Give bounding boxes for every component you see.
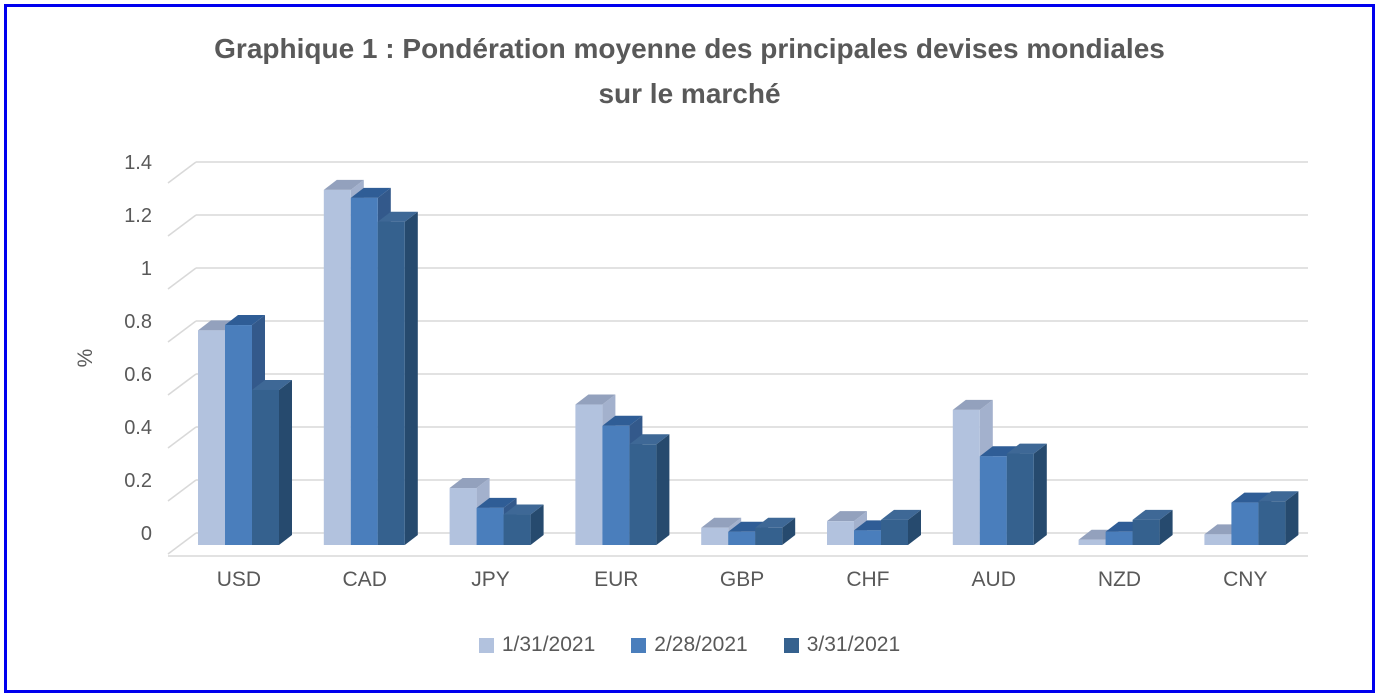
x-category-label-CNY: CNY	[1223, 568, 1267, 591]
bar-CNY-3/31/2021	[1258, 501, 1286, 545]
bar-side-CNY-s3	[1285, 491, 1299, 545]
bar-JPY-1/31/2021	[449, 488, 477, 545]
bar-top-USD-s2	[225, 315, 265, 326]
bar-CAD-1/31/2021	[323, 189, 351, 545]
y-tick-label: 1.2	[124, 205, 152, 227]
bar-CNY-2/28/2021	[1231, 502, 1259, 545]
gridline-depth-tick	[167, 214, 197, 237]
bar-side-CAD-s3	[404, 211, 418, 545]
bar-USD-3/31/2021	[252, 389, 279, 545]
x-category-label-NZD: NZD	[1098, 568, 1141, 591]
y-tick-label: 0.6	[124, 364, 152, 386]
gridline-depth-tick	[167, 532, 197, 555]
bar-AUD-2/28/2021	[979, 456, 1007, 545]
bar-GBP-2/28/2021	[728, 531, 756, 545]
bar-top-CAD-s2	[350, 187, 391, 198]
bar-GBP-1/31/2021	[701, 527, 729, 545]
bar-side-CHF-s3	[908, 509, 921, 545]
legend-item-2/28/2021: 2/28/2021	[631, 633, 748, 657]
gridline-depth-tick	[167, 320, 197, 343]
y-tick-label: 1	[141, 258, 152, 280]
bar-GBP-3/31/2021	[755, 527, 783, 545]
bar-CNY-1/31/2021	[1204, 534, 1232, 545]
bar-side-JPY-s3	[530, 504, 544, 545]
bar-JPY-3/31/2021	[503, 514, 531, 545]
gridline-depth-tick	[167, 426, 197, 449]
y-tick-label: 0.8	[124, 311, 152, 333]
legend-swatch-icon	[631, 637, 647, 653]
bar-EUR-3/31/2021	[629, 444, 657, 545]
bar-NZD-1/31/2021	[1078, 539, 1106, 545]
x-category-label-CHF: CHF	[846, 568, 889, 591]
x-category-label-EUR: EUR	[594, 568, 638, 591]
y-tick-label: 0.2	[124, 470, 152, 492]
x-category-label-GBP: GBP	[720, 568, 764, 591]
bar-NZD-2/28/2021	[1105, 531, 1133, 545]
bar-side-EUR-s3	[656, 434, 670, 545]
bar-CHF-2/28/2021	[854, 530, 881, 545]
bar-side-GBP-s3	[782, 517, 796, 545]
bar-top-CHF-s3	[881, 509, 921, 520]
bar-EUR-1/31/2021	[575, 404, 603, 545]
legend-item-3/31/2021: 3/31/2021	[783, 633, 901, 657]
bar-NZD-3/31/2021	[1132, 519, 1160, 545]
bar-AUD-3/31/2021	[1006, 453, 1034, 545]
legend-label: 2/28/2021	[654, 633, 748, 656]
legend-label: 3/31/2021	[806, 633, 901, 656]
bar-top-CHF-s1	[827, 511, 867, 522]
bar-top-CAD-s3	[377, 211, 418, 222]
chart-legend: 1/31/2021 2/28/2021 3/31/2021	[0, 629, 1379, 661]
bar-top-NZD-s3	[1132, 509, 1173, 520]
bar-top-USD-s3	[252, 379, 292, 390]
chart-title: Graphique 1 : Pondération moyenne des pr…	[0, 26, 1379, 116]
bar-CHF-3/31/2021	[881, 519, 908, 545]
gridline-depth-tick	[167, 267, 197, 290]
chart-title-line2: sur le marché	[598, 78, 781, 109]
bar-top-AUD-s1	[952, 399, 993, 410]
bar-side-USD-s3	[279, 379, 292, 545]
legend-swatch-icon	[783, 637, 799, 653]
legend-label: 1/31/2021	[501, 633, 596, 656]
bar-top-JPY-s1	[449, 478, 490, 489]
y-tick-label: 0	[141, 523, 152, 545]
gridline-depth-tick	[167, 373, 197, 396]
bar-top-CNY-s3	[1258, 491, 1299, 502]
bar-top-GBP-s3	[755, 517, 796, 528]
bar-top-JPY-s3	[503, 504, 544, 515]
bar-top-CAD-s1	[323, 179, 364, 190]
bar-side-AUD-s3	[1033, 443, 1047, 545]
bar-top-EUR-s2	[602, 415, 643, 426]
legend-swatch-icon	[478, 637, 494, 653]
bar-CAD-2/28/2021	[350, 197, 378, 545]
bar-top-GBP-s1	[701, 517, 742, 528]
chart-title-line1: Graphique 1 : Pondération moyenne des pr…	[214, 33, 1165, 64]
bar-CHF-1/31/2021	[827, 521, 854, 545]
bar-JPY-2/28/2021	[476, 507, 504, 545]
gridline-depth-tick	[167, 161, 197, 184]
y-tick-label: 1.4	[124, 152, 152, 174]
legend-item-1/31/2021: 1/31/2021	[478, 633, 596, 657]
bar-USD-1/31/2021	[198, 330, 225, 545]
y-tick-label: 0.4	[124, 417, 152, 439]
bar-side-NZD-s3	[1159, 509, 1173, 545]
x-category-label-AUD: AUD	[972, 568, 1016, 591]
bar-top-AUD-s3	[1006, 443, 1047, 454]
bar-USD-2/28/2021	[225, 325, 252, 545]
bar-top-JPY-s2	[476, 497, 517, 508]
x-category-label-CAD: CAD	[343, 568, 387, 591]
bar-top-EUR-s1	[575, 394, 616, 405]
y-axis-title: %	[74, 349, 97, 368]
bar-AUD-1/31/2021	[952, 409, 980, 545]
bar-EUR-2/28/2021	[602, 425, 630, 545]
bar-CAD-3/31/2021	[377, 221, 405, 545]
x-category-label-USD: USD	[217, 568, 261, 591]
bar-top-EUR-s3	[629, 434, 670, 445]
x-category-label-JPY: JPY	[471, 568, 510, 591]
gridline-depth-tick	[167, 479, 197, 502]
